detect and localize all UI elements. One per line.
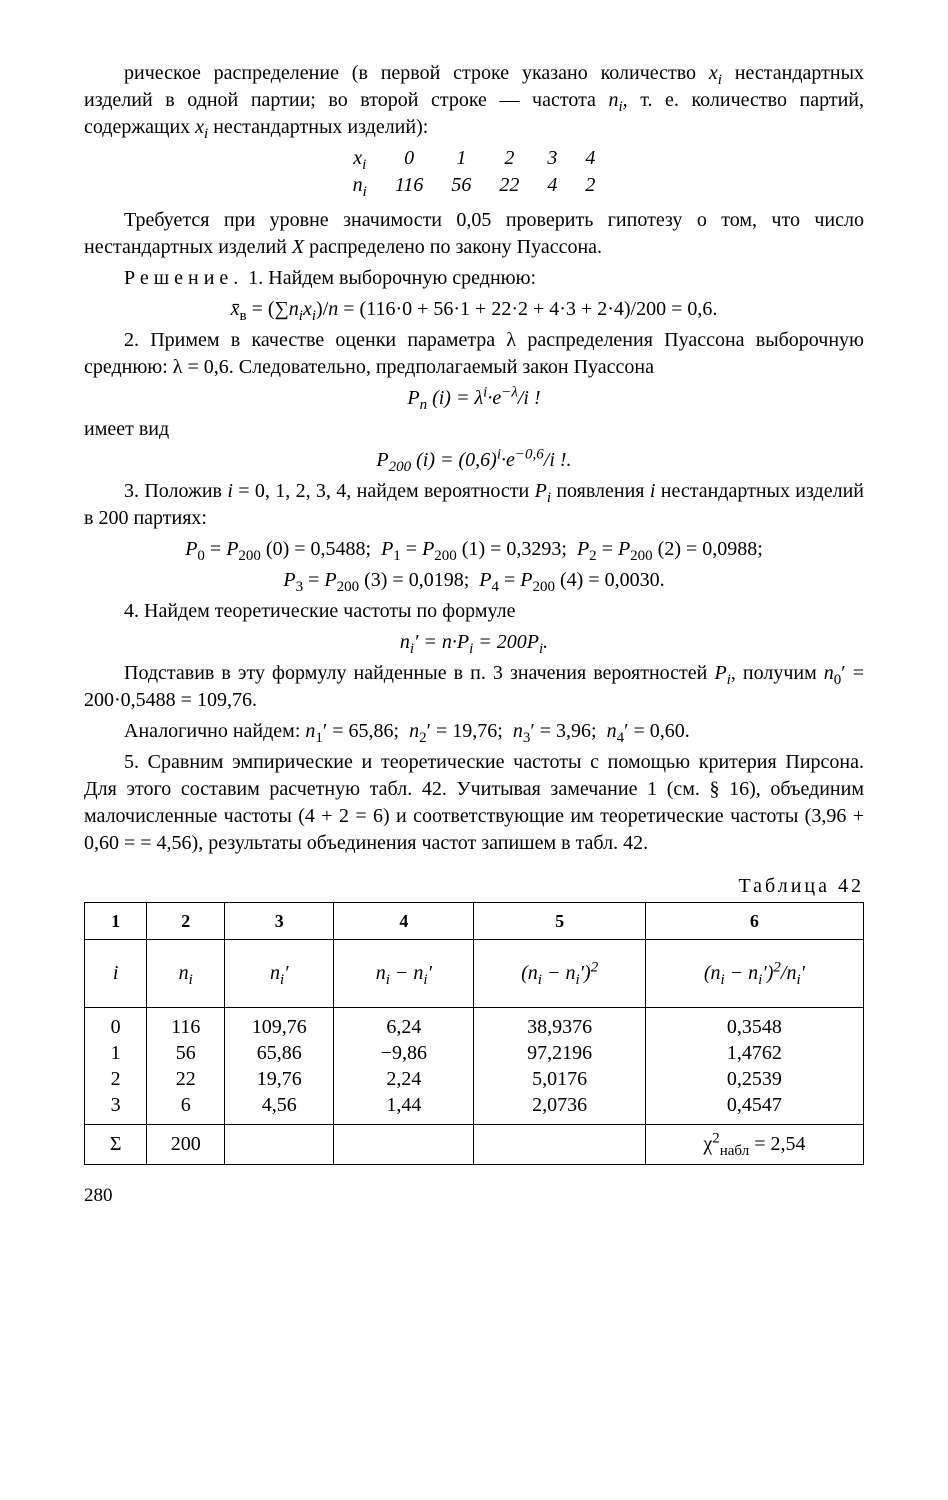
solution-step-4b: Подставив в эту формулу найденные в п. 3… xyxy=(84,660,864,714)
formula-p-values-2: P3 = P200 (3) = 0,0198; P4 = P200 (4) = … xyxy=(84,567,864,594)
freq-x-0: 0 xyxy=(381,145,438,172)
table-header-symbols: i ni ni′ ni − ni′ (ni − ni′)2 (ni − ni′)… xyxy=(85,940,864,1008)
col-ratio: 0,35481,47620,25390,4547 xyxy=(645,1008,863,1125)
table-sum-row: Σ 200 χ2набл = 2,54 xyxy=(85,1125,864,1165)
solution-step-4c: Аналогично найдем: n1′ = 65,86; n2′ = 19… xyxy=(84,718,864,745)
freq-n-3: 4 xyxy=(533,172,571,199)
freq-x-4: 4 xyxy=(571,145,609,172)
col-niprime: 109,7665,8619,764,56 xyxy=(225,1008,334,1125)
freq-x-2: 2 xyxy=(485,145,533,172)
solution-step-2b: имеет вид xyxy=(84,416,864,443)
frequency-table: xi 0 1 2 3 4 ni 116 56 22 4 2 xyxy=(339,145,610,199)
solution-step-2a: 2. Примем в качестве оценки параметра λ … xyxy=(84,327,864,381)
freq-x-1: 1 xyxy=(437,145,485,172)
freq-x-3: 3 xyxy=(533,145,571,172)
freq-n-0: 116 xyxy=(381,172,438,199)
col-diff: 6,24−9,862,241,44 xyxy=(334,1008,474,1125)
solution-step-1: Решение. 1. Найдем выборочную среднюю: xyxy=(84,265,864,292)
calculation-table: 1 2 3 4 5 6 i ni ni′ ni − ni′ (ni − ni′)… xyxy=(84,902,864,1165)
col-i: 0123 xyxy=(85,1008,147,1125)
formula-mean: x̄в = (∑nixi)/n = (116·0 + 56·1 + 22·2 +… xyxy=(84,296,864,323)
formula-theoretical-freq: ni′ = n·Pi = 200Pi. xyxy=(84,629,864,656)
freq-n-1: 56 xyxy=(437,172,485,199)
col-diff-sq: 38,937697,21965,01762,0736 xyxy=(474,1008,645,1125)
intro-paragraph-1: рическое распределение (в первой строке … xyxy=(84,60,864,141)
solution-step-5: 5. Сравним эмпирические и теоретические … xyxy=(84,749,864,857)
col-ni: 11656226 xyxy=(147,1008,225,1125)
freq-n-2: 22 xyxy=(485,172,533,199)
chi-squared-result: χ2набл = 2,54 xyxy=(645,1125,863,1165)
formula-p-values-1: P0 = P200 (0) = 0,5488; P1 = P200 (1) = … xyxy=(84,536,864,563)
table-data-rows: 0123 11656226 109,7665,8619,764,56 6,24−… xyxy=(85,1008,864,1125)
table-header-nums: 1 2 3 4 5 6 xyxy=(85,903,864,940)
page-number: 280 xyxy=(84,1183,864,1209)
solution-step-3a: 3. Положив i = 0, 1, 2, 3, 4, найдем вер… xyxy=(84,478,864,532)
freq-n-4: 2 xyxy=(571,172,609,199)
intro-paragraph-2: Требуется при уровне значимости 0,05 про… xyxy=(84,207,864,261)
formula-poisson-generic: Pn (i) = λi·e−λ/i ! xyxy=(84,385,864,412)
table-caption: Таблица 42 xyxy=(84,873,864,900)
formula-poisson-specific: P200 (i) = (0,6)i·e−0,6/i !. xyxy=(84,447,864,474)
solution-step-4a: 4. Найдем теоретические частоты по форму… xyxy=(84,598,864,625)
